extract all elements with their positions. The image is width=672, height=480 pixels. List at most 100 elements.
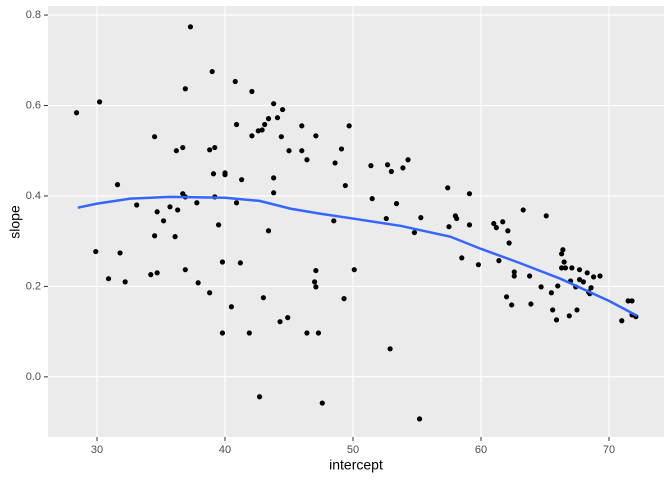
point	[445, 185, 451, 191]
point	[574, 307, 580, 313]
point	[246, 330, 252, 336]
y-tick-label: 0.4	[26, 190, 41, 202]
point	[212, 144, 218, 151]
point	[496, 258, 502, 264]
point	[152, 233, 158, 239]
x-tick-label: 50	[347, 444, 359, 456]
point	[286, 148, 292, 154]
point	[209, 68, 215, 75]
point	[511, 273, 517, 279]
point	[591, 274, 597, 280]
point	[338, 146, 345, 152]
point	[560, 247, 566, 253]
point	[315, 330, 322, 336]
point	[393, 201, 400, 207]
point	[249, 88, 255, 95]
point	[175, 207, 181, 213]
point	[520, 207, 526, 213]
point	[576, 277, 583, 283]
point	[588, 285, 594, 291]
point	[387, 346, 393, 352]
point	[561, 259, 567, 265]
point	[148, 272, 154, 278]
point	[152, 134, 158, 140]
point	[346, 123, 352, 129]
point	[351, 267, 357, 273]
point	[219, 259, 226, 265]
point	[216, 222, 222, 228]
point	[73, 110, 80, 116]
point	[550, 307, 556, 313]
point	[319, 400, 325, 406]
point	[368, 163, 374, 169]
point	[475, 262, 482, 268]
point	[285, 315, 291, 321]
point	[207, 290, 213, 296]
point	[194, 200, 200, 206]
point	[580, 279, 586, 285]
point	[237, 260, 243, 266]
point	[528, 301, 534, 307]
point	[182, 86, 188, 92]
point	[207, 147, 213, 153]
x-tick-label: 70	[603, 444, 615, 456]
point	[219, 330, 226, 336]
point	[527, 273, 533, 279]
point	[180, 144, 186, 151]
point	[278, 134, 284, 140]
point	[491, 220, 497, 227]
point	[341, 296, 347, 302]
point	[555, 283, 561, 289]
point	[299, 148, 305, 154]
point	[369, 196, 375, 202]
point	[313, 284, 319, 290]
point	[400, 165, 406, 171]
point	[172, 234, 178, 240]
point	[187, 24, 194, 30]
point	[228, 304, 235, 310]
point	[304, 330, 310, 336]
point	[313, 133, 319, 139]
point	[629, 298, 635, 304]
point	[259, 127, 265, 133]
point	[569, 265, 575, 271]
point	[538, 284, 544, 290]
point	[222, 172, 228, 178]
point	[160, 218, 167, 224]
point	[597, 273, 603, 279]
point	[210, 171, 217, 177]
point	[265, 116, 272, 122]
point	[506, 240, 512, 246]
point	[576, 267, 583, 273]
point	[274, 115, 281, 121]
point	[279, 106, 286, 113]
x-tick-label: 40	[219, 444, 231, 456]
point	[418, 215, 424, 221]
point	[311, 279, 318, 285]
point	[559, 251, 565, 257]
panel	[48, 6, 664, 437]
point	[493, 225, 499, 231]
point	[105, 276, 112, 282]
point	[313, 267, 319, 274]
point	[509, 302, 515, 308]
point	[584, 270, 590, 276]
point	[93, 248, 99, 255]
point	[500, 219, 506, 225]
point	[331, 218, 337, 224]
point	[411, 229, 418, 236]
point	[256, 394, 263, 400]
point	[454, 215, 460, 222]
y-tick-label: 0.2	[26, 280, 41, 292]
point	[277, 319, 283, 325]
point	[233, 200, 240, 206]
x-tick-label: 60	[475, 444, 487, 456]
point	[265, 228, 272, 234]
point	[117, 250, 123, 256]
point	[446, 224, 452, 230]
point	[304, 157, 310, 163]
point	[553, 317, 560, 323]
x-axis-title: intercept	[329, 457, 383, 473]
